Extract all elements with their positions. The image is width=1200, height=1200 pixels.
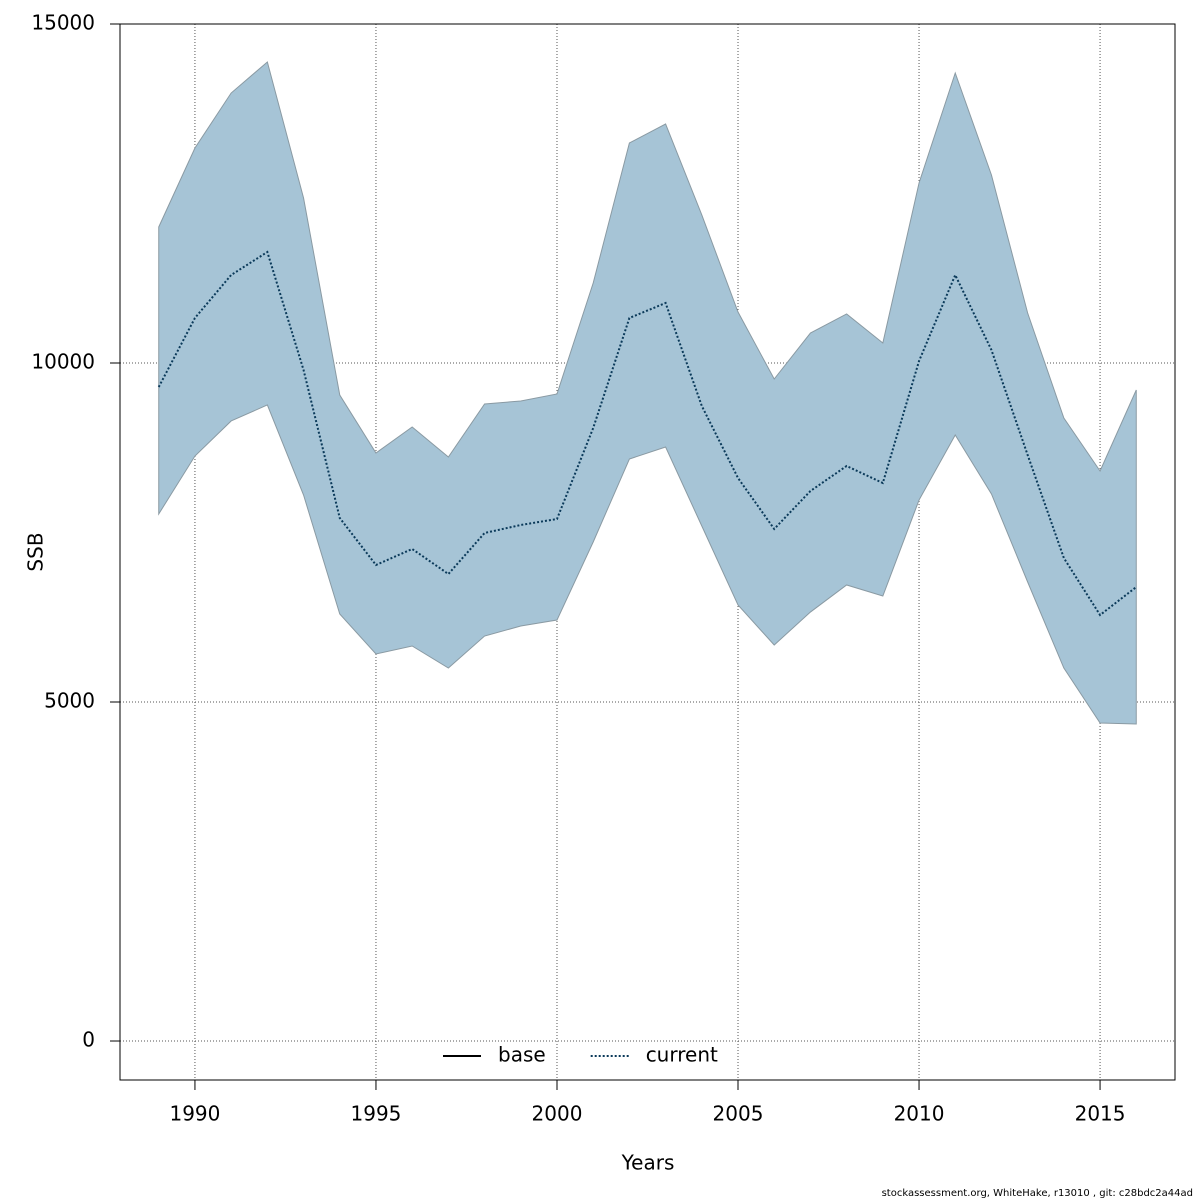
y-tick-label: 10000 bbox=[31, 350, 95, 374]
x-tick-label: 2000 bbox=[532, 1102, 583, 1126]
footer: stockassessment.org, WhiteHake, r13010 ,… bbox=[882, 1188, 1193, 1199]
series-line bbox=[157, 250, 1137, 617]
legend-label: base bbox=[498, 1043, 546, 1067]
x-tick-label: 2010 bbox=[894, 1102, 945, 1126]
legend-label: current bbox=[646, 1043, 718, 1067]
y-tick-label: 5000 bbox=[44, 689, 95, 713]
x-tick-label: 1995 bbox=[351, 1102, 402, 1126]
x-axis-label: Years bbox=[621, 1151, 675, 1175]
y-axis-label: SSB bbox=[24, 532, 48, 571]
x-tick-label: 1990 bbox=[169, 1102, 220, 1126]
plot-frame bbox=[119, 23, 1176, 1081]
confidence-band bbox=[158, 61, 1137, 725]
y-tick-label: 15000 bbox=[31, 11, 95, 35]
x-tick-label: 2005 bbox=[713, 1102, 764, 1126]
x-tick-label: 2015 bbox=[1075, 1102, 1126, 1126]
y-tick-label: 0 bbox=[82, 1028, 95, 1052]
